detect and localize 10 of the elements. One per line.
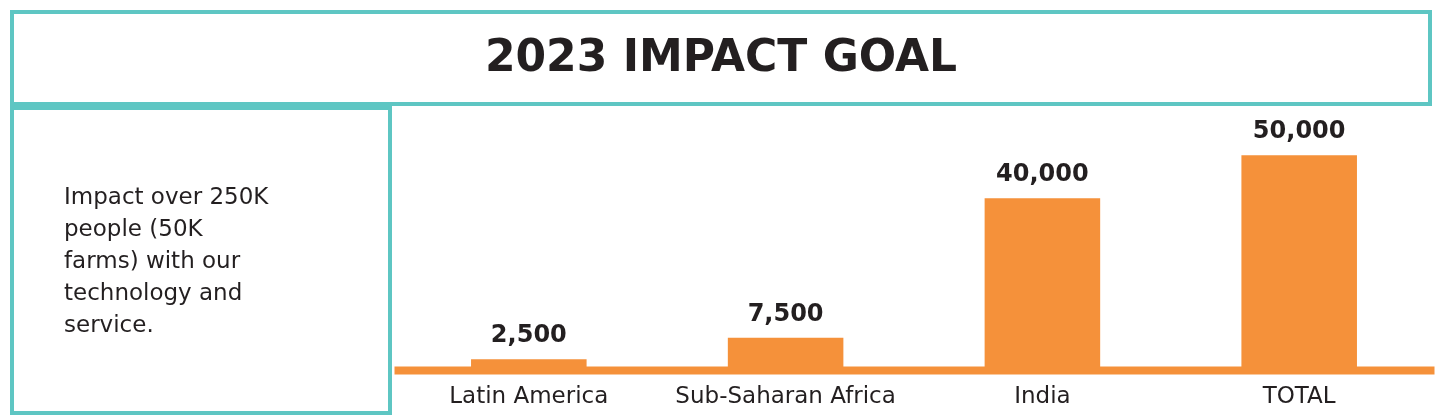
data-label: 50,000 (1252, 116, 1346, 145)
x-tick-label: Latin America (449, 381, 609, 408)
data-label: 7,500 (747, 298, 824, 327)
x-tick-label: TOTAL (1261, 381, 1336, 408)
x-tick-label: India (1014, 381, 1071, 408)
data-label: 2,500 (490, 320, 567, 349)
chart-title: 2023 IMPACT GOAL (484, 30, 958, 81)
data-label: 40,000 (996, 159, 1089, 188)
text: Impact over 250K people (50K farms) with our technology and service. (64, 183, 270, 337)
x-tick-label: Sub-Saharan Africa (675, 381, 896, 408)
